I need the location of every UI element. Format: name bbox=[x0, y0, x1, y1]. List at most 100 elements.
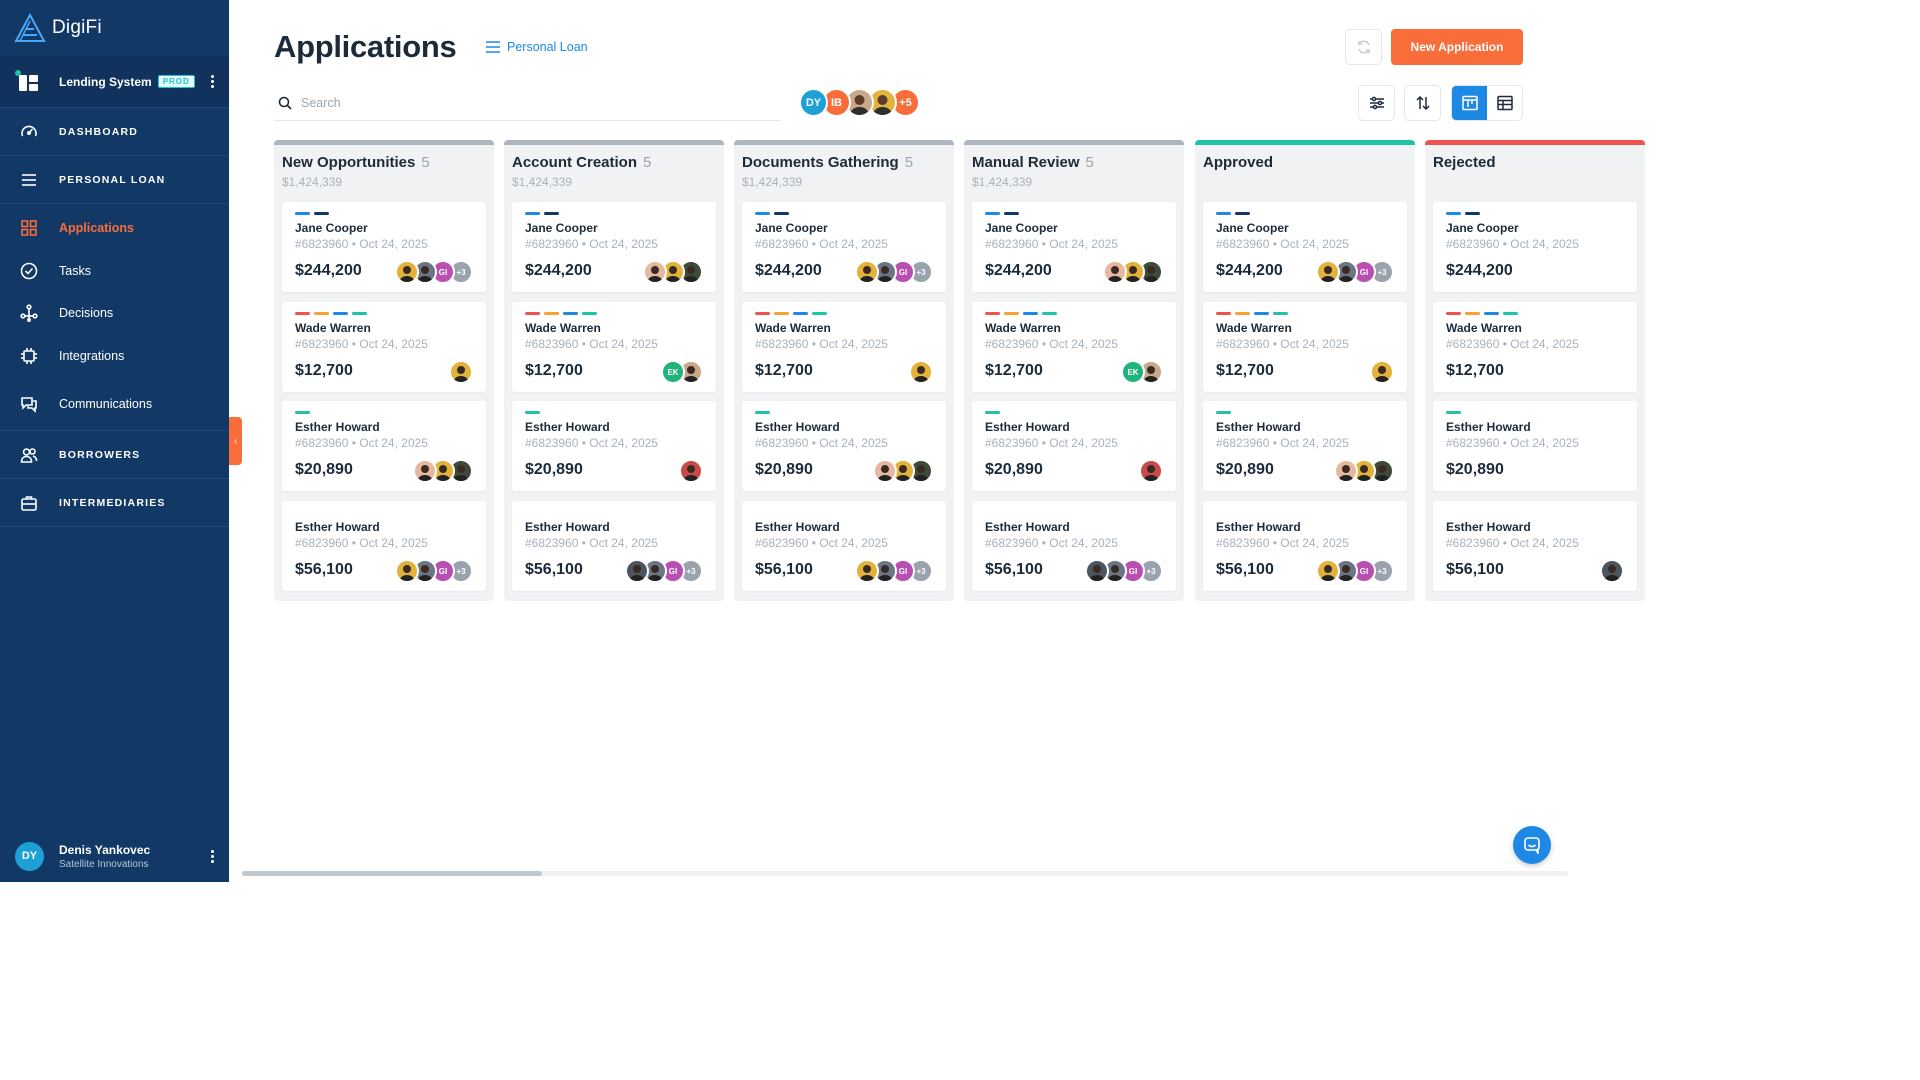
loan-amount: $244,200 bbox=[525, 262, 592, 279]
profile-menu-icon[interactable] bbox=[211, 849, 215, 863]
avatar bbox=[1370, 459, 1394, 483]
application-card[interactable]: Jane Cooper #6823960 • Oct 24, 2025 $244,2… bbox=[282, 202, 486, 292]
product-link-label: Personal Loan bbox=[507, 40, 588, 54]
card-labels bbox=[755, 312, 827, 315]
avatar[interactable] bbox=[868, 88, 897, 117]
application-card[interactable]: Esther Howard #6823960 • Oct 24, 2025 $20,… bbox=[742, 401, 946, 491]
avatar[interactable]: IB bbox=[822, 88, 851, 117]
assignee-avatars: +3 GI bbox=[1085, 559, 1163, 583]
borrower-name: Wade Warren bbox=[1446, 321, 1522, 335]
card-labels bbox=[525, 312, 597, 315]
column-header: Rejected bbox=[1425, 145, 1645, 202]
grid-icon bbox=[21, 220, 37, 237]
column-total: $1,424,339 bbox=[972, 175, 1033, 189]
column-title: Rejected bbox=[1433, 154, 1637, 171]
application-card[interactable]: Esther Howard #6823960 • Oct 24, 2025 $20,… bbox=[1203, 401, 1407, 491]
avatar bbox=[625, 559, 649, 583]
application-card[interactable]: Wade Warren #6823960 • Oct 24, 2025 $12,70… bbox=[1433, 302, 1637, 392]
avatar bbox=[1600, 559, 1624, 583]
application-card[interactable]: Wade Warren #6823960 • Oct 24, 2025 $12,70… bbox=[282, 302, 486, 392]
label-tag bbox=[774, 212, 789, 215]
loan-amount: $12,700 bbox=[1216, 362, 1274, 379]
application-card[interactable]: Jane Cooper #6823960 • Oct 24, 2025 $244,2… bbox=[742, 202, 946, 292]
application-card[interactable]: Esther Howard #6823960 • Oct 24, 2025 $56,… bbox=[1203, 501, 1407, 591]
assignee-avatars bbox=[873, 459, 933, 483]
application-card[interactable]: Jane Cooper #6823960 • Oct 24, 2025 $244,2… bbox=[972, 202, 1176, 292]
application-card[interactable]: Jane Cooper #6823960 • Oct 24, 2025 $244,2… bbox=[512, 202, 716, 292]
label-tag bbox=[352, 312, 367, 315]
label-tag bbox=[1254, 312, 1269, 315]
sidebar-collapse-button[interactable]: ‹ bbox=[229, 417, 242, 465]
loan-amount: $20,890 bbox=[755, 461, 813, 478]
product-selector[interactable]: Personal Loan bbox=[486, 40, 588, 54]
avatar bbox=[1334, 260, 1358, 284]
search-input[interactable] bbox=[301, 96, 761, 110]
application-card[interactable]: Esther Howard #6823960 • Oct 24, 2025 $56,… bbox=[972, 501, 1176, 591]
label-tag bbox=[1042, 312, 1057, 315]
scrollbar-thumb[interactable] bbox=[242, 871, 542, 876]
application-card[interactable]: Esther Howard #6823960 • Oct 24, 2025 $20,… bbox=[1433, 401, 1637, 491]
application-card[interactable]: Jane Cooper #6823960 • Oct 24, 2025 $244,2… bbox=[1433, 202, 1637, 292]
nav-integrations[interactable]: Integrations bbox=[0, 335, 229, 378]
application-card[interactable]: Wade Warren #6823960 • Oct 24, 2025 $12,70… bbox=[512, 302, 716, 392]
board-column: Approved Jane Cooper #6823960 • Oct 24, 20… bbox=[1195, 140, 1415, 601]
application-card[interactable]: Esther Howard #6823960 • Oct 24, 2025 $56,… bbox=[282, 501, 486, 591]
loan-amount: $20,890 bbox=[1446, 461, 1504, 478]
horizontal-scrollbar[interactable] bbox=[242, 871, 1568, 876]
application-card[interactable]: Wade Warren #6823960 • Oct 24, 2025 $12,70… bbox=[1203, 302, 1407, 392]
label-tag bbox=[1004, 212, 1019, 215]
nav-borrowers[interactable]: BORROWERS bbox=[0, 431, 229, 479]
application-meta: #6823960 • Oct 24, 2025 bbox=[755, 237, 888, 251]
view-toggle bbox=[1451, 85, 1523, 121]
new-application-button[interactable]: New Application bbox=[1391, 29, 1523, 65]
nav-decisions[interactable]: Decisions bbox=[0, 292, 229, 335]
loan-amount: $12,700 bbox=[985, 362, 1043, 379]
application-card[interactable]: Esther Howard #6823960 • Oct 24, 2025 $56,… bbox=[512, 501, 716, 591]
application-card[interactable]: Esther Howard #6823960 • Oct 24, 2025 $56,… bbox=[1433, 501, 1637, 591]
user-profile[interactable]: DY Denis Yankovec Satellite Innovations bbox=[0, 830, 229, 882]
filter-button[interactable] bbox=[1358, 85, 1395, 121]
assignee-avatars: +3 GI bbox=[1316, 559, 1394, 583]
loan-amount: $244,200 bbox=[1446, 262, 1513, 279]
page-title: Applications bbox=[274, 29, 457, 64]
application-meta: #6823960 • Oct 24, 2025 bbox=[295, 536, 428, 550]
application-card[interactable]: Esther Howard #6823960 • Oct 24, 2025 $20,… bbox=[972, 401, 1176, 491]
nav-applications[interactable]: Applications bbox=[0, 207, 229, 250]
nav-communications[interactable]: Communications bbox=[0, 377, 229, 431]
nav-tasks[interactable]: Tasks bbox=[0, 250, 229, 293]
system-menu-icon[interactable] bbox=[211, 75, 215, 88]
list-icon bbox=[486, 41, 500, 53]
application-card[interactable]: Wade Warren #6823960 • Oct 24, 2025 $12,70… bbox=[742, 302, 946, 392]
sort-button[interactable] bbox=[1404, 85, 1441, 121]
avatar[interactable]: DY bbox=[799, 88, 828, 117]
board-view-button[interactable] bbox=[1452, 86, 1487, 120]
card-labels bbox=[1446, 312, 1518, 315]
table-view-button[interactable] bbox=[1487, 86, 1522, 120]
nav-intermediaries[interactable]: INTERMEDIARIES bbox=[0, 479, 229, 527]
assignee-avatars bbox=[449, 360, 473, 384]
assignee-avatars bbox=[1600, 559, 1624, 583]
application-card[interactable]: Esther Howard #6823960 • Oct 24, 2025 $20,… bbox=[282, 401, 486, 491]
support-chat-button[interactable] bbox=[1513, 826, 1551, 864]
application-card[interactable]: Wade Warren #6823960 • Oct 24, 2025 $12,70… bbox=[972, 302, 1176, 392]
refresh-button[interactable] bbox=[1345, 29, 1382, 65]
application-card[interactable]: Esther Howard #6823960 • Oct 24, 2025 $20,… bbox=[512, 401, 716, 491]
chat-bubble-icon bbox=[1524, 837, 1540, 854]
nav-personal-loan[interactable]: PERSONAL LOAN bbox=[0, 156, 229, 204]
column-header: Documents Gathering 5 $1,424,339 bbox=[734, 145, 954, 202]
application-meta: #6823960 • Oct 24, 2025 bbox=[525, 337, 658, 351]
brand[interactable]: DigiFi bbox=[0, 0, 229, 56]
borrower-name: Jane Cooper bbox=[1446, 221, 1519, 235]
application-card[interactable]: Esther Howard #6823960 • Oct 24, 2025 $56,… bbox=[742, 501, 946, 591]
column-header: Account Creation 5 $1,424,339 bbox=[504, 145, 724, 202]
label-tag bbox=[1235, 312, 1250, 315]
label-tag bbox=[544, 312, 559, 315]
nav-dashboard[interactable]: DASHBOARD bbox=[0, 108, 229, 156]
system-switcher[interactable]: Lending System PROD bbox=[0, 56, 229, 108]
loan-amount: $12,700 bbox=[295, 362, 353, 379]
assignee-avatars: +3 GI bbox=[855, 559, 933, 583]
application-card[interactable]: Jane Cooper #6823960 • Oct 24, 2025 $244,2… bbox=[1203, 202, 1407, 292]
system-title: Lending System bbox=[59, 74, 152, 89]
label-tag bbox=[1023, 312, 1038, 315]
team-members-filter[interactable]: DY IB +5 bbox=[799, 88, 920, 117]
